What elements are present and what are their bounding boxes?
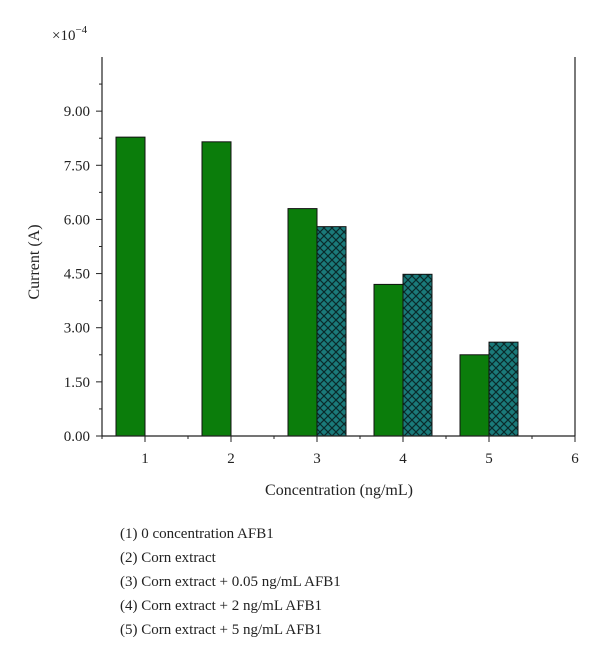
y-axis-multiplier-exponent: −4	[75, 24, 87, 36]
y-tick-label: 1.50	[64, 375, 90, 391]
bar-series1-cat3	[287, 208, 318, 437]
x-tick-label: 2	[227, 451, 235, 467]
y-tick-label: 6.00	[64, 212, 90, 228]
y-tick-label: 3.00	[64, 321, 90, 337]
legend-item-2: (2) Corn extract	[120, 550, 216, 566]
y-tick-label: 9.00	[64, 104, 90, 120]
legend-item-3: (3) Corn extract + 0.05 ng/mL AFB1	[120, 574, 341, 590]
axes: 0.00 1.50 3.00 4.50 6.00 7.50 9.00 1 2 3 4 5 6	[64, 57, 579, 467]
y-tick-label: 0.00	[64, 429, 90, 445]
bar-series2-cat3	[316, 226, 347, 437]
bars-layer	[115, 136, 519, 437]
y-tick-label: 7.50	[64, 158, 90, 174]
bar-series1-cat1	[115, 136, 146, 437]
x-tick-label: 4	[399, 451, 407, 467]
bar-series1-cat5	[459, 354, 490, 437]
chart-labels: ×10−4 Current (A) Concentration (ng/mL)	[26, 24, 413, 499]
bar-series1-cat2	[201, 141, 232, 437]
x-tick-label: 6	[571, 451, 579, 467]
x-tick-label: 1	[141, 451, 149, 467]
bar-series2-cat5	[488, 341, 519, 437]
legend-item-4: (4) Corn extract + 2 ng/mL AFB1	[120, 598, 323, 614]
legend-item-5: (5) Corn extract + 5 ng/mL AFB1	[120, 622, 323, 638]
x-tick-label: 3	[313, 451, 321, 467]
bar-chart: 0.00 1.50 3.00 4.50 6.00 7.50 9.00 1 2 3 4 5 6 ×10−4…	[26, 24, 579, 499]
x-tick-label: 5	[485, 451, 493, 467]
x-axis-title: Concentration (ng/mL)	[265, 482, 413, 499]
legend-item-1: (1) 0 concentration AFB1	[120, 526, 274, 542]
bar-series1-cat4	[373, 283, 404, 437]
y-tick-label: 4.50	[64, 267, 90, 283]
y-axis-multiplier: ×10−4	[52, 24, 88, 44]
legend: (1) 0 concentration AFB1 (2) Corn extrac…	[120, 522, 341, 642]
bar-series2-cat4	[402, 273, 433, 437]
y-axis-title: Current (A)	[26, 224, 43, 299]
